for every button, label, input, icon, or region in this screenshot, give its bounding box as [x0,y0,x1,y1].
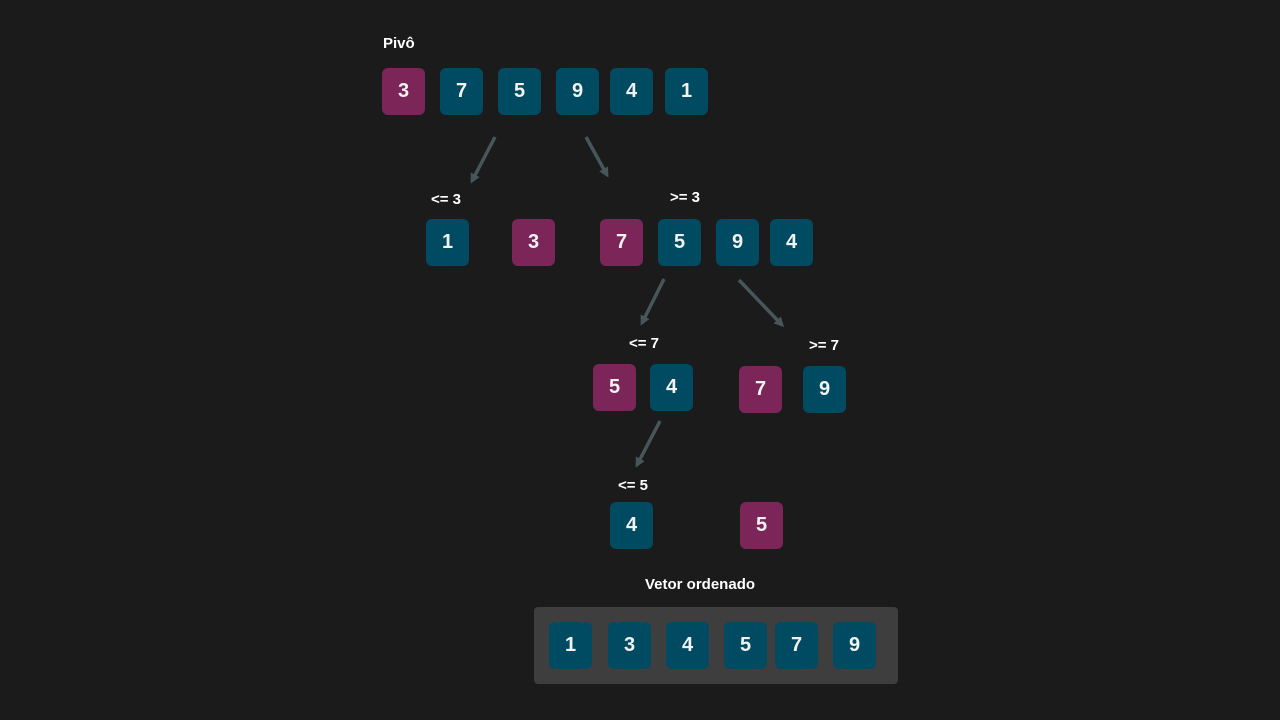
le-5-label: <= 5 [618,477,649,494]
pivot-label: Pivô [383,35,415,52]
right-of-7-element: 9 [803,366,846,413]
sorted-element: 1 [549,622,592,669]
sorted-element: 3 [608,622,651,669]
initial-element: 4 [610,68,653,115]
arrow-down-left-level1 [470,136,497,184]
ge-3-label: >= 3 [670,189,701,206]
sorted-element: 9 [833,622,876,669]
initial-element: 9 [556,68,599,115]
pivot-3-element: 3 [512,219,555,266]
initial-element: 5 [498,68,541,115]
initial-element-pivot: 3 [382,68,425,115]
pivot-5-element: 5 [740,502,783,549]
le-3-label: <= 3 [431,191,462,208]
left-of-3-element: 1 [426,219,469,266]
right-of-3-element: 9 [716,219,759,266]
sorted-vector-label: Vetor ordenado [645,576,756,593]
sorted-element: 7 [775,622,818,669]
right-of-3-element: 4 [770,219,813,266]
le-7-label: <= 7 [629,335,660,352]
pivot-7-element: 7 [739,366,782,413]
ge-7-label: >= 7 [809,337,840,354]
initial-element: 1 [665,68,708,115]
right-of-3-element: 5 [658,219,701,266]
sorted-element: 4 [666,622,709,669]
initial-element: 7 [440,68,483,115]
left-of-5-element: 4 [610,502,653,549]
sorted-element: 5 [724,622,767,669]
arrow-down-left-level3 [635,420,662,468]
left-of-7-element-pivot: 5 [593,364,636,411]
arrow-down-left-level2 [640,278,666,326]
left-of-7-element: 4 [650,364,693,411]
arrow-down-right-level1 [584,136,609,178]
right-of-3-element-pivot: 7 [600,219,643,266]
arrow-down-right-level2 [737,278,785,328]
